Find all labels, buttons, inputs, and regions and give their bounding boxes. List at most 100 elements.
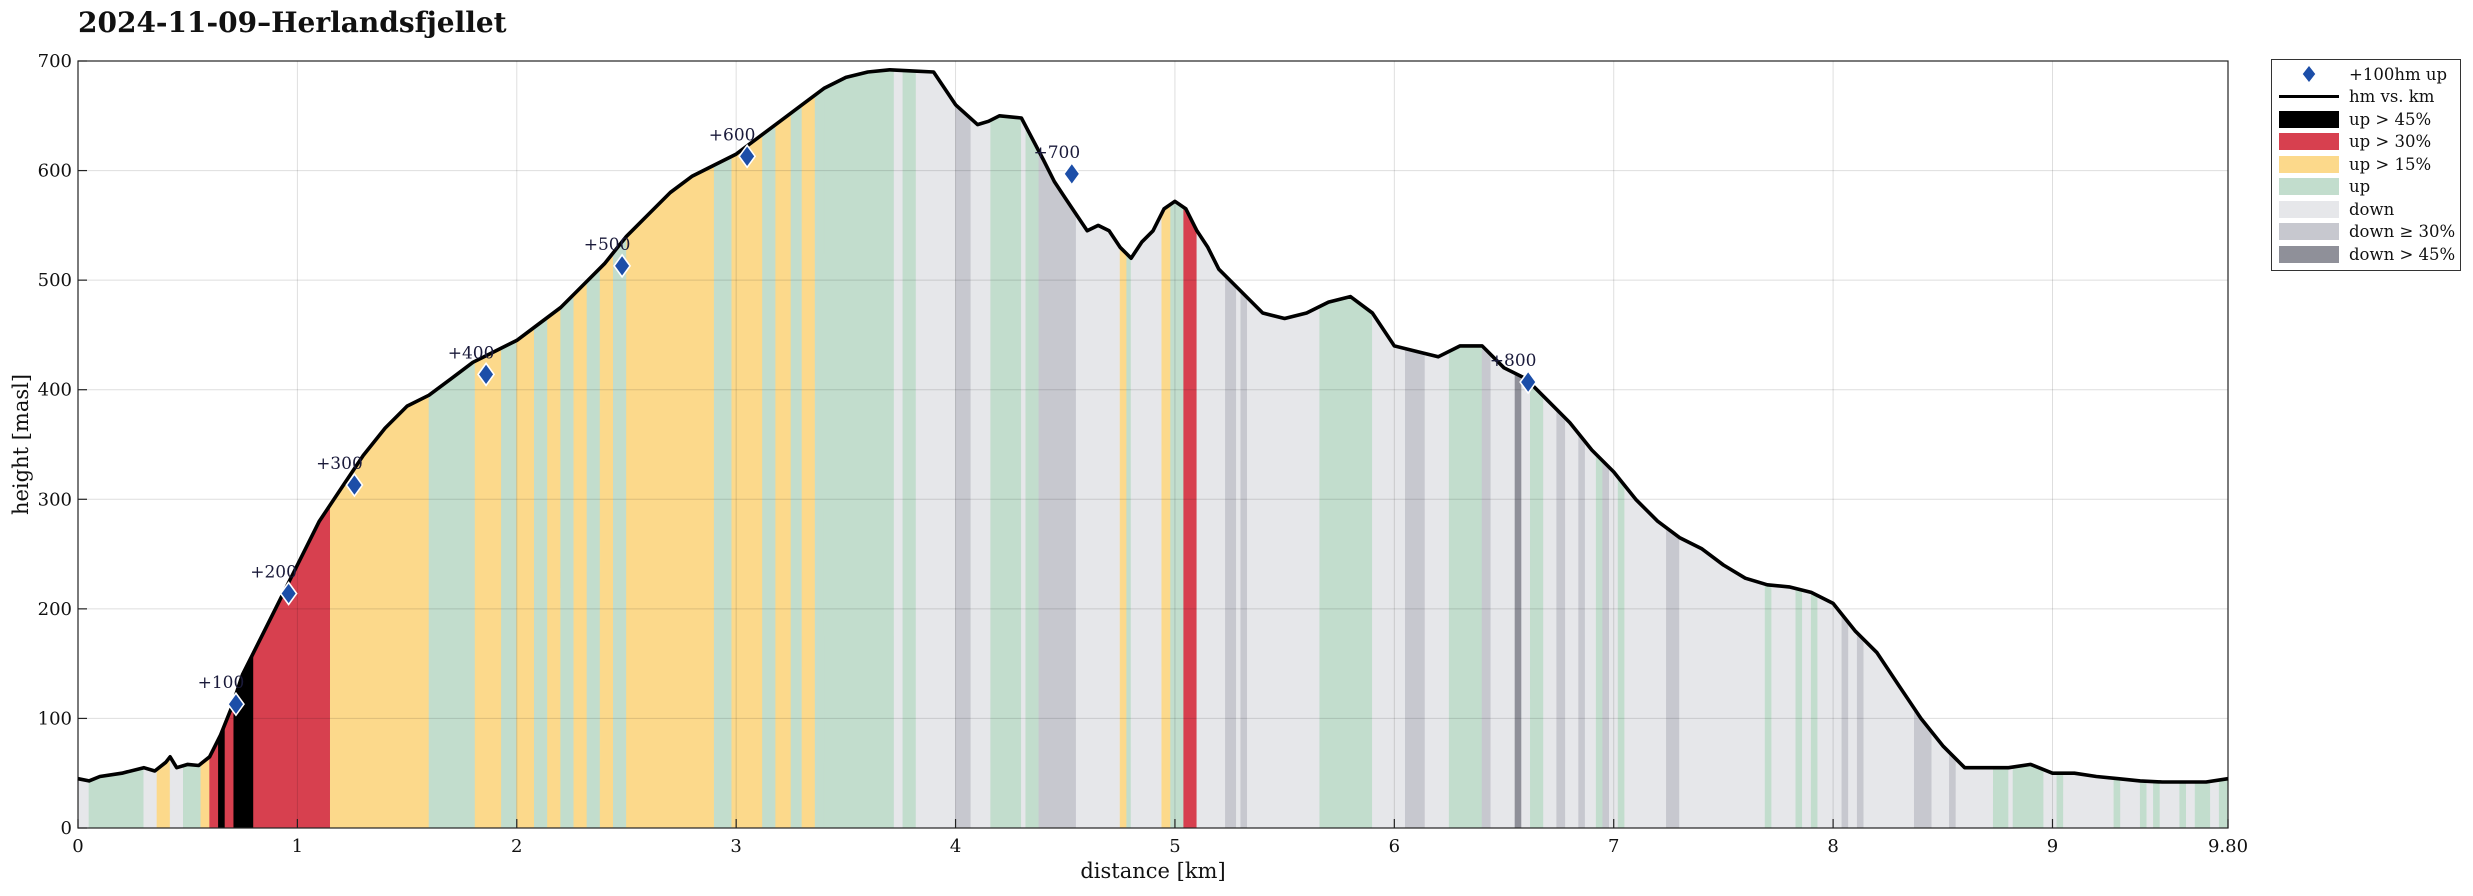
band-up15 (626, 164, 715, 829)
legend-line-swatch (2279, 88, 2339, 105)
legend-swatch (2279, 178, 2339, 196)
legend-swatch (2279, 155, 2339, 173)
legend-label: down > 45% (2349, 244, 2456, 264)
y-tick-label: 600 (38, 161, 72, 182)
x-tick-label: 6 (1389, 836, 1400, 857)
legend-label: down (2349, 199, 2395, 219)
hm-marker-label: +100 (198, 673, 245, 693)
band-down30 (1602, 460, 1610, 829)
band-up (814, 87, 825, 829)
band-up15 (599, 251, 614, 829)
hm-marker-diamond (477, 362, 496, 387)
hm-marker-diamond (1519, 369, 1538, 395)
band-down30 (955, 104, 972, 829)
hm-marker-label: +200 (250, 563, 297, 583)
band-up15 (1119, 246, 1128, 829)
legend: +100hm up hm vs. km up > 45% up > 30% up > 1… (2271, 59, 2461, 271)
gradient-bands (77, 69, 2229, 829)
x-tick-label: 3 (730, 836, 741, 857)
hm-marker-label: +400 (448, 343, 495, 363)
band-up15 (1161, 203, 1171, 829)
x-axis-ticks: 0 1 2 3 4 5 6 7 8 9 9.80 (72, 819, 2248, 857)
legend-item: down ≥ 30% (2272, 221, 2460, 244)
band-down (1521, 376, 1531, 829)
band-down30 (1405, 348, 1426, 829)
band-down (1565, 417, 1579, 829)
elevation-line (77, 68, 2229, 784)
band-up (182, 763, 202, 829)
band-down (2185, 781, 2196, 829)
band-down (2063, 772, 2115, 829)
band-down30 (1038, 151, 1077, 829)
hm-marker-label: +800 (1490, 351, 1537, 371)
hm-marker-diamond (345, 472, 364, 498)
hm-marker-diamond (226, 691, 245, 717)
x-axis-label: distance [km] (1080, 859, 1225, 883)
band-down (2210, 779, 2220, 829)
band-up (501, 339, 518, 829)
legend-item: hm vs. km (2272, 86, 2460, 109)
band-up (1992, 767, 2009, 829)
y-tick-label: 400 (38, 380, 72, 401)
legend-label: hm vs. km (2349, 87, 2435, 107)
band-up (902, 70, 917, 829)
hm-marker-diamond (1062, 161, 1081, 187)
band-down30 (1841, 613, 1849, 829)
band-down30 (1856, 632, 1865, 829)
band-up15 (516, 326, 535, 829)
band-down (2043, 769, 2058, 829)
band-down (1802, 589, 1812, 829)
band-down30 (1225, 275, 1237, 829)
legend-item: up > 15% (2272, 153, 2460, 176)
plot-frame (77, 60, 2229, 829)
band-down30 (1556, 408, 1566, 829)
y-axis-ticks: 0 100 200 300 400 500 600 700 (38, 51, 87, 839)
band-up30 (253, 503, 331, 829)
band-down (143, 767, 158, 829)
band-down (77, 778, 90, 829)
band-up (1795, 588, 1803, 829)
y-tick-label: 500 (38, 270, 72, 291)
band-up15 (474, 347, 502, 829)
band-down (2159, 781, 2181, 829)
x-tick-label: 2 (511, 836, 522, 857)
legend-item: up > 30% (2272, 131, 2460, 154)
hm-marker-diamond (738, 143, 757, 169)
legend-item: +100hm up (2272, 63, 2460, 86)
band-down30 (1666, 527, 1680, 829)
band-up15 (775, 112, 792, 829)
band-down30 (1949, 751, 1957, 829)
legend-label: up > 30% (2349, 132, 2432, 152)
band-down (1424, 350, 1450, 829)
band-up (1810, 591, 1819, 829)
legend-label: down ≥ 30% (2349, 222, 2456, 242)
y-tick-label: 700 (38, 51, 72, 72)
band-down (1196, 229, 1226, 829)
band-down (970, 117, 992, 829)
band-up (586, 267, 601, 829)
band-up (1319, 296, 1373, 829)
x-tick-label: 7 (1608, 836, 1619, 857)
band-up (713, 155, 733, 829)
legend-swatch (2279, 133, 2339, 151)
legend-item: down > 45% (2272, 243, 2460, 266)
band-down (2120, 778, 2141, 829)
band-up (2179, 781, 2187, 829)
band-up (2153, 781, 2161, 829)
legend-swatch (2279, 245, 2339, 263)
legend-swatch (2279, 223, 2339, 241)
band-down (1236, 285, 1242, 829)
y-tick-label: 200 (38, 599, 72, 620)
band-up (2194, 780, 2211, 829)
band-up (533, 316, 548, 829)
band-down30 (1481, 345, 1492, 829)
band-up (1025, 126, 1040, 829)
x-tick-label: 8 (1827, 836, 1838, 857)
band-up (1448, 345, 1483, 829)
band-up (1617, 476, 1626, 829)
x-tick-label: 0 (72, 836, 83, 857)
band-down (2146, 780, 2154, 829)
band-down (1817, 595, 1843, 829)
band-down (2008, 766, 2014, 829)
band-down (915, 70, 956, 829)
